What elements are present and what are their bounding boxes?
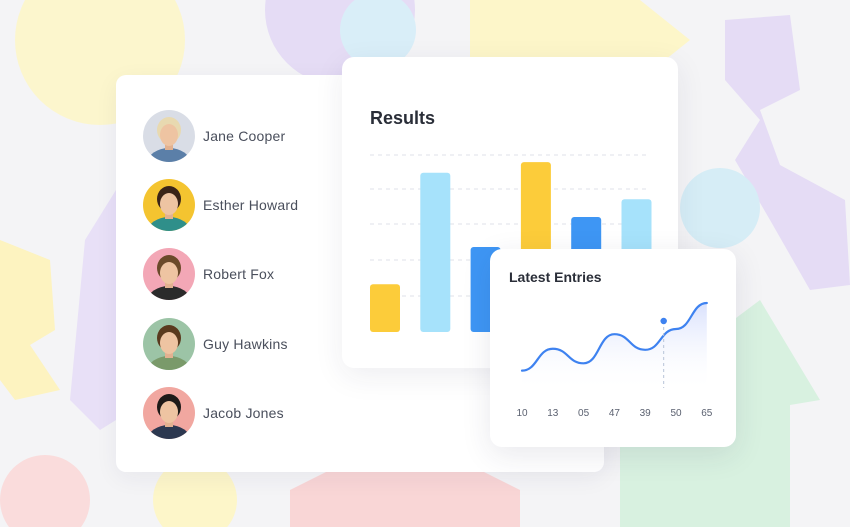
avatar-shirt bbox=[147, 217, 191, 231]
avatar-image bbox=[143, 387, 195, 439]
avatar-face bbox=[160, 401, 178, 423]
highlighted-point bbox=[658, 316, 669, 326]
avatar-shirt bbox=[147, 286, 191, 300]
latest-entries-title: Latest Entries bbox=[509, 269, 602, 285]
person-name: Guy Hawkins bbox=[203, 336, 288, 352]
avatar-face bbox=[160, 332, 178, 354]
person-name: Jacob Jones bbox=[203, 405, 284, 421]
avatar bbox=[143, 179, 195, 231]
avatar-image bbox=[143, 110, 195, 162]
avatar-image bbox=[143, 248, 195, 300]
avatar-shirt bbox=[147, 425, 191, 439]
list-item[interactable]: Jane Cooper bbox=[143, 110, 285, 162]
avatar-image bbox=[143, 318, 195, 370]
avatar-face bbox=[160, 262, 178, 284]
x-tick-label: 39 bbox=[640, 408, 652, 419]
x-tick-label: 50 bbox=[670, 408, 682, 419]
x-tick-label: 05 bbox=[578, 408, 590, 419]
avatar bbox=[143, 248, 195, 300]
avatar-shirt bbox=[147, 356, 191, 370]
person-name: Robert Fox bbox=[203, 266, 275, 282]
list-item[interactable]: Esther Howard bbox=[143, 179, 298, 231]
x-tick-label: 47 bbox=[609, 408, 621, 419]
bar bbox=[370, 284, 400, 332]
x-tick-label: 13 bbox=[547, 408, 559, 419]
series-line bbox=[520, 301, 708, 372]
line-area bbox=[522, 303, 707, 392]
person-name: Esther Howard bbox=[203, 197, 299, 213]
avatar-image bbox=[143, 179, 195, 231]
bar bbox=[420, 172, 451, 332]
x-tick-label: 10 bbox=[516, 408, 528, 419]
avatar bbox=[143, 387, 195, 439]
avatar bbox=[143, 110, 195, 162]
x-tick-label: 65 bbox=[701, 408, 713, 419]
avatar-shirt bbox=[147, 148, 191, 162]
avatar-face bbox=[160, 124, 178, 146]
avatar bbox=[143, 318, 195, 370]
list-item[interactable]: Jacob Jones bbox=[143, 387, 284, 439]
avatar-face bbox=[160, 193, 178, 215]
list-item[interactable]: Guy Hawkins bbox=[143, 318, 288, 370]
results-title: Results bbox=[370, 108, 436, 128]
list-item[interactable]: Robert Fox bbox=[143, 248, 274, 300]
person-name: Jane Cooper bbox=[203, 128, 286, 144]
